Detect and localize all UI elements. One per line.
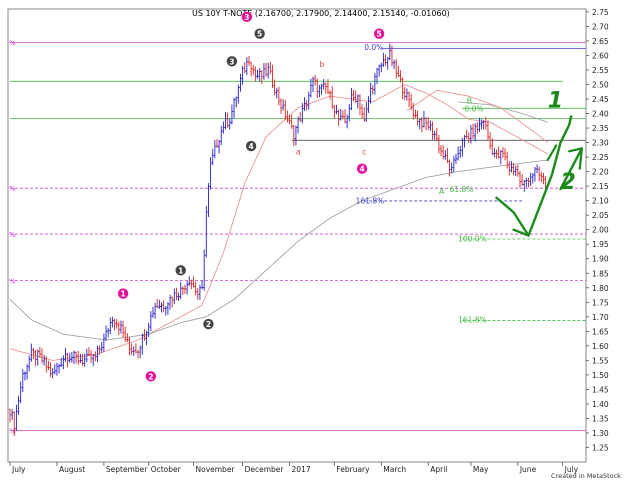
wave-marker-label: 2	[148, 372, 153, 381]
y-tick-label: 2.05	[592, 211, 609, 220]
percent-marker: %	[9, 428, 16, 436]
y-tick-label: 2.45	[592, 95, 609, 104]
y-tick-label: 1.35	[592, 414, 609, 423]
x-tick-label: March	[383, 465, 406, 474]
price-bars	[8, 43, 547, 436]
y-tick-label: 1.25	[592, 443, 609, 452]
percent-marker: %	[9, 231, 16, 239]
plot-area	[7, 8, 587, 463]
wave-letter-label: c	[362, 147, 366, 156]
wave-marker	[356, 163, 368, 174]
wave-marker	[373, 28, 385, 39]
y-tick-label: 1.90	[592, 255, 609, 264]
y-tick-label: 1.80	[592, 284, 609, 293]
x-tick-label: February	[336, 465, 370, 474]
y-tick-label: 2.20	[592, 168, 609, 177]
y-tick-label: 1.60	[592, 342, 609, 351]
y-tick-label: 1.40	[592, 400, 609, 409]
y-tick-label: 2.30	[592, 139, 609, 148]
wave-marker-label: 1	[120, 290, 125, 299]
y-tick-label: 1.45	[592, 385, 609, 394]
y-tick-label: 1.65	[592, 327, 609, 336]
wave-marker	[203, 318, 214, 330]
wave-marker	[226, 56, 238, 67]
fib-label: 161.8%	[356, 197, 385, 206]
x-tick-label: September	[106, 465, 148, 474]
x-tick-label: July	[564, 465, 579, 474]
x-tick-label: May	[473, 465, 489, 474]
x-tick-label: November	[196, 465, 236, 474]
wave-marker-label: 5	[257, 30, 262, 39]
wave-letter-label: B	[467, 96, 473, 105]
hand-drawn-arrow	[559, 147, 584, 191]
hand-drawn-arrowhead	[567, 147, 583, 170]
y-tick-label: 2.00	[592, 226, 609, 235]
chart-title: US 10Y T-NOTE (2.16700, 2.17900, 2.14400…	[192, 9, 450, 18]
moving-average-line	[458, 101, 548, 123]
y-tick-label: 1.70	[592, 313, 609, 322]
fib-label: 161.8%	[458, 316, 487, 325]
y-tick-label: 2.25	[592, 153, 609, 162]
wave-marker	[245, 140, 257, 152]
y-tick-label: 2.15	[592, 182, 609, 191]
percent-marker: %	[9, 185, 16, 193]
moving-average-line	[406, 89, 548, 143]
fib-label: 0.0%	[364, 43, 383, 52]
y-tick-label: 2.60	[592, 51, 609, 60]
y-tick-label: 1.30	[592, 429, 609, 438]
hand-drawn-label: 1	[548, 89, 563, 114]
hand-drawn-wave-line	[495, 196, 530, 237]
wave-marker	[241, 11, 253, 23]
x-tick-label: October	[151, 465, 182, 474]
x-tick-label: December	[245, 465, 285, 474]
y-tick-label: 1.55	[592, 356, 609, 365]
wave-marker-label: 4	[359, 165, 364, 174]
fib-label: 0.0%	[465, 104, 484, 113]
x-tick-label: July	[11, 465, 26, 474]
hand-drawn-label: 2	[561, 170, 576, 195]
y-tick-label: 1.50	[592, 371, 609, 380]
wave-marker-label: 4	[249, 142, 254, 151]
wave-marker-label: 1	[178, 266, 183, 275]
wave-marker-label: 2	[206, 320, 211, 329]
fib-label: 61.8%	[450, 185, 474, 194]
x-tick-label: 2017	[292, 465, 311, 474]
y-tick-label: 1.85	[592, 269, 609, 278]
y-tick-label: 2.55	[592, 66, 609, 75]
percent-marker: %	[9, 278, 16, 286]
x-tick-label: June	[519, 465, 537, 474]
wave-marker	[254, 28, 265, 39]
x-tick-label: August	[59, 465, 85, 474]
hand-drawn-wave-line	[512, 115, 573, 237]
wave-marker-label: 5	[377, 30, 382, 39]
y-tick-label: 2.65	[592, 37, 609, 46]
y-tick-label: 2.40	[592, 110, 609, 119]
percent-marker: %	[9, 39, 16, 47]
y-axis: 1.25 1.30 1.35 1.40 1.45 1.50 1.55 1.60 1.65 1.70…	[586, 8, 609, 452]
wave-letter-label: A	[439, 187, 445, 196]
x-axis: July August September October November Decemb…	[9, 462, 579, 474]
moving-average-line	[9, 159, 548, 341]
y-tick-label: 2.70	[592, 22, 609, 31]
y-tick-label: 2.35	[592, 124, 609, 133]
wave-marker-label: 3	[229, 57, 234, 66]
wave-letter-label: b	[319, 60, 324, 69]
watermark: Created in MetaStock	[551, 472, 621, 480]
fib-label: 100.0%	[458, 234, 487, 243]
wave-marker-label: 3	[244, 13, 249, 22]
y-tick-label: 1.75	[592, 298, 609, 307]
wave-marker	[117, 288, 129, 299]
wave-letter-label: a	[296, 147, 301, 156]
y-tick-label: 2.50	[592, 81, 609, 90]
hand-drawn-arrowhead	[546, 144, 558, 162]
x-tick-label: April	[430, 465, 447, 474]
y-tick-label: 2.10	[592, 197, 609, 206]
wave-marker	[175, 265, 186, 276]
y-tick-label: 1.95	[592, 240, 609, 249]
hand-drawn-annotations: 12	[495, 89, 584, 237]
y-tick-label: 2.75	[592, 8, 609, 17]
wave-marker	[145, 371, 157, 382]
